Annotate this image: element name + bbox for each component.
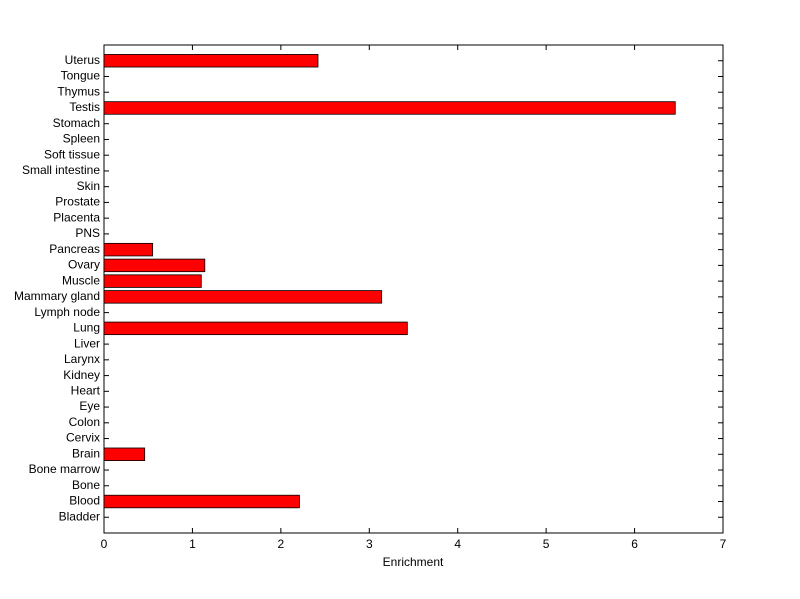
y-tick-label: Heart	[71, 383, 101, 397]
y-tick-label: Placenta	[53, 210, 100, 224]
y-tick-label: Kidney	[63, 368, 100, 382]
x-tick-label: 1	[189, 537, 196, 551]
y-tick-label: Bladder	[59, 509, 100, 523]
bar	[103, 494, 300, 509]
y-tick-label: Brain	[72, 446, 100, 460]
y-tick-label: Lymph node	[34, 305, 100, 319]
x-tick-label: 0	[101, 537, 108, 551]
x-tick-label: 7	[720, 537, 727, 551]
bar	[103, 54, 319, 68]
y-tick-label: Blood	[69, 494, 100, 508]
y-tick-label: Spleen	[63, 132, 100, 146]
plot-area	[103, 44, 724, 534]
y-tick-label: Lung	[73, 321, 100, 335]
bar	[103, 447, 146, 461]
y-tick-label: Mammary gland	[14, 289, 100, 303]
bar	[103, 290, 383, 304]
y-tick-label: Uterus	[65, 53, 100, 67]
y-tick-label: Pancreas	[49, 242, 100, 256]
y-tick-label: Prostate	[55, 195, 100, 209]
bar	[103, 242, 154, 257]
x-axis-label: Enrichment	[383, 555, 444, 569]
bar	[103, 258, 206, 273]
y-tick-label: Ovary	[68, 258, 100, 272]
y-tick-label: Eye	[79, 399, 100, 413]
y-tick-label: Skin	[77, 179, 100, 193]
x-tick-label: 5	[543, 537, 550, 551]
y-tick-label: Colon	[69, 415, 100, 429]
y-tick-label: PNS	[75, 226, 100, 240]
y-tick-label: Tongue	[61, 69, 101, 83]
y-tick-label: Testis	[69, 100, 100, 114]
y-tick-label: Muscle	[62, 273, 100, 287]
y-tick-label: Small intestine	[22, 163, 100, 177]
y-tick-label: Liver	[74, 336, 100, 350]
y-tick-label: Soft tissue	[44, 147, 100, 161]
x-tick-label: 6	[631, 537, 638, 551]
y-tick-label: Stomach	[53, 116, 100, 130]
x-tick-label: 4	[454, 537, 461, 551]
x-tick-label: 2	[278, 537, 285, 551]
x-tick-label: 3	[366, 537, 373, 551]
bar	[103, 321, 408, 336]
y-tick-label: Cervix	[66, 431, 100, 445]
y-tick-label: Bone	[72, 478, 100, 492]
y-tick-label: Thymus	[57, 84, 100, 98]
y-tick-label: Larynx	[64, 352, 100, 366]
y-tick-label: Bone marrow	[29, 462, 101, 476]
bar	[103, 101, 676, 115]
bar	[103, 274, 202, 288]
